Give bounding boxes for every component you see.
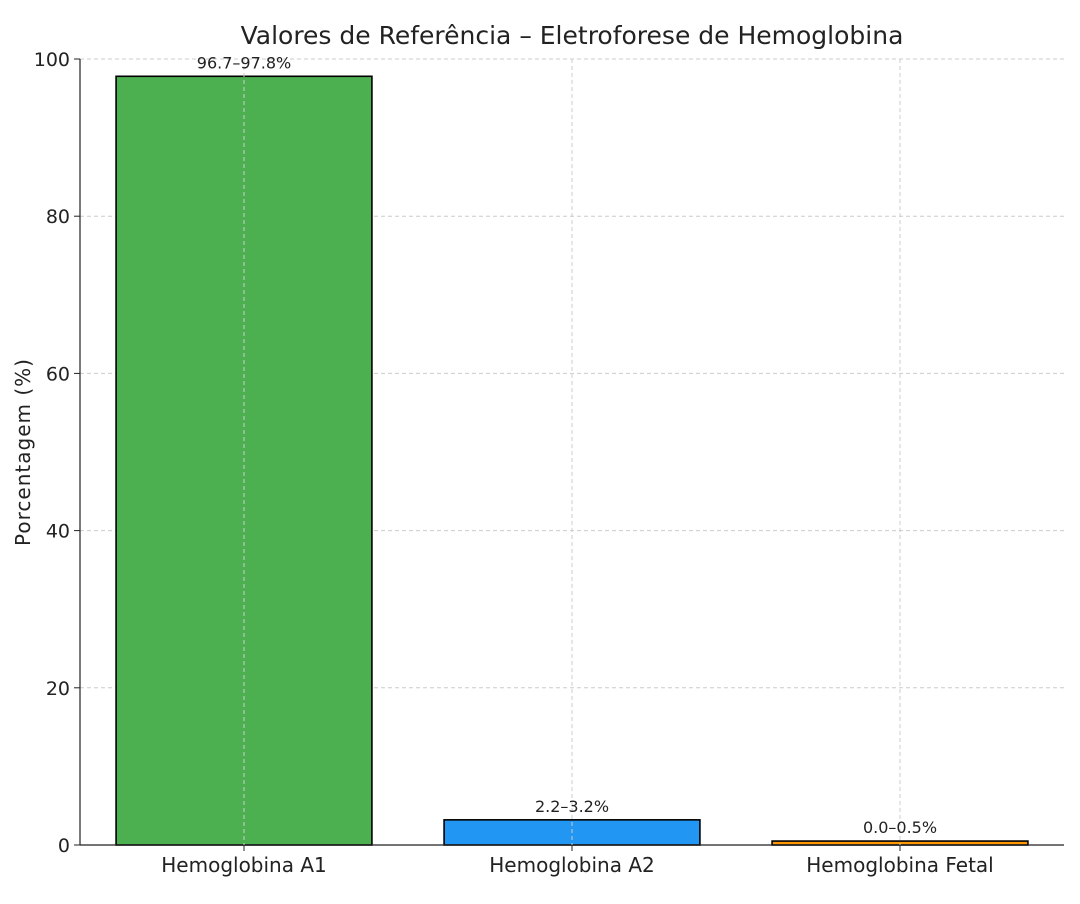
data-label-3: 0.0–0.5% [863, 818, 937, 837]
y-tick-label: 80 [46, 206, 70, 228]
y-tick-label: 40 [46, 521, 70, 543]
data-label-2: 2.2–3.2% [535, 797, 609, 816]
x-tick-label: Hemoglobina A2 [489, 853, 655, 877]
chart-title: Valores de Referência – Eletroforese de … [241, 21, 904, 50]
y-tick-label: 0 [58, 835, 70, 857]
data-label-1: 96.7–97.8% [197, 53, 291, 72]
y-tick-label: 100 [34, 49, 70, 71]
labels: 0 20 40 60 80 100 Hemoglobina A1 96.7–97.8% Hemo… [34, 49, 994, 877]
y-axis-label: Porcentagem (%) [11, 358, 35, 546]
y-tick-label: 20 [46, 678, 70, 700]
y-tick-label: 60 [46, 363, 70, 385]
x-tick-label: Hemoglobina A1 [161, 853, 327, 877]
x-tick-label: Hemoglobina Fetal [806, 853, 993, 877]
